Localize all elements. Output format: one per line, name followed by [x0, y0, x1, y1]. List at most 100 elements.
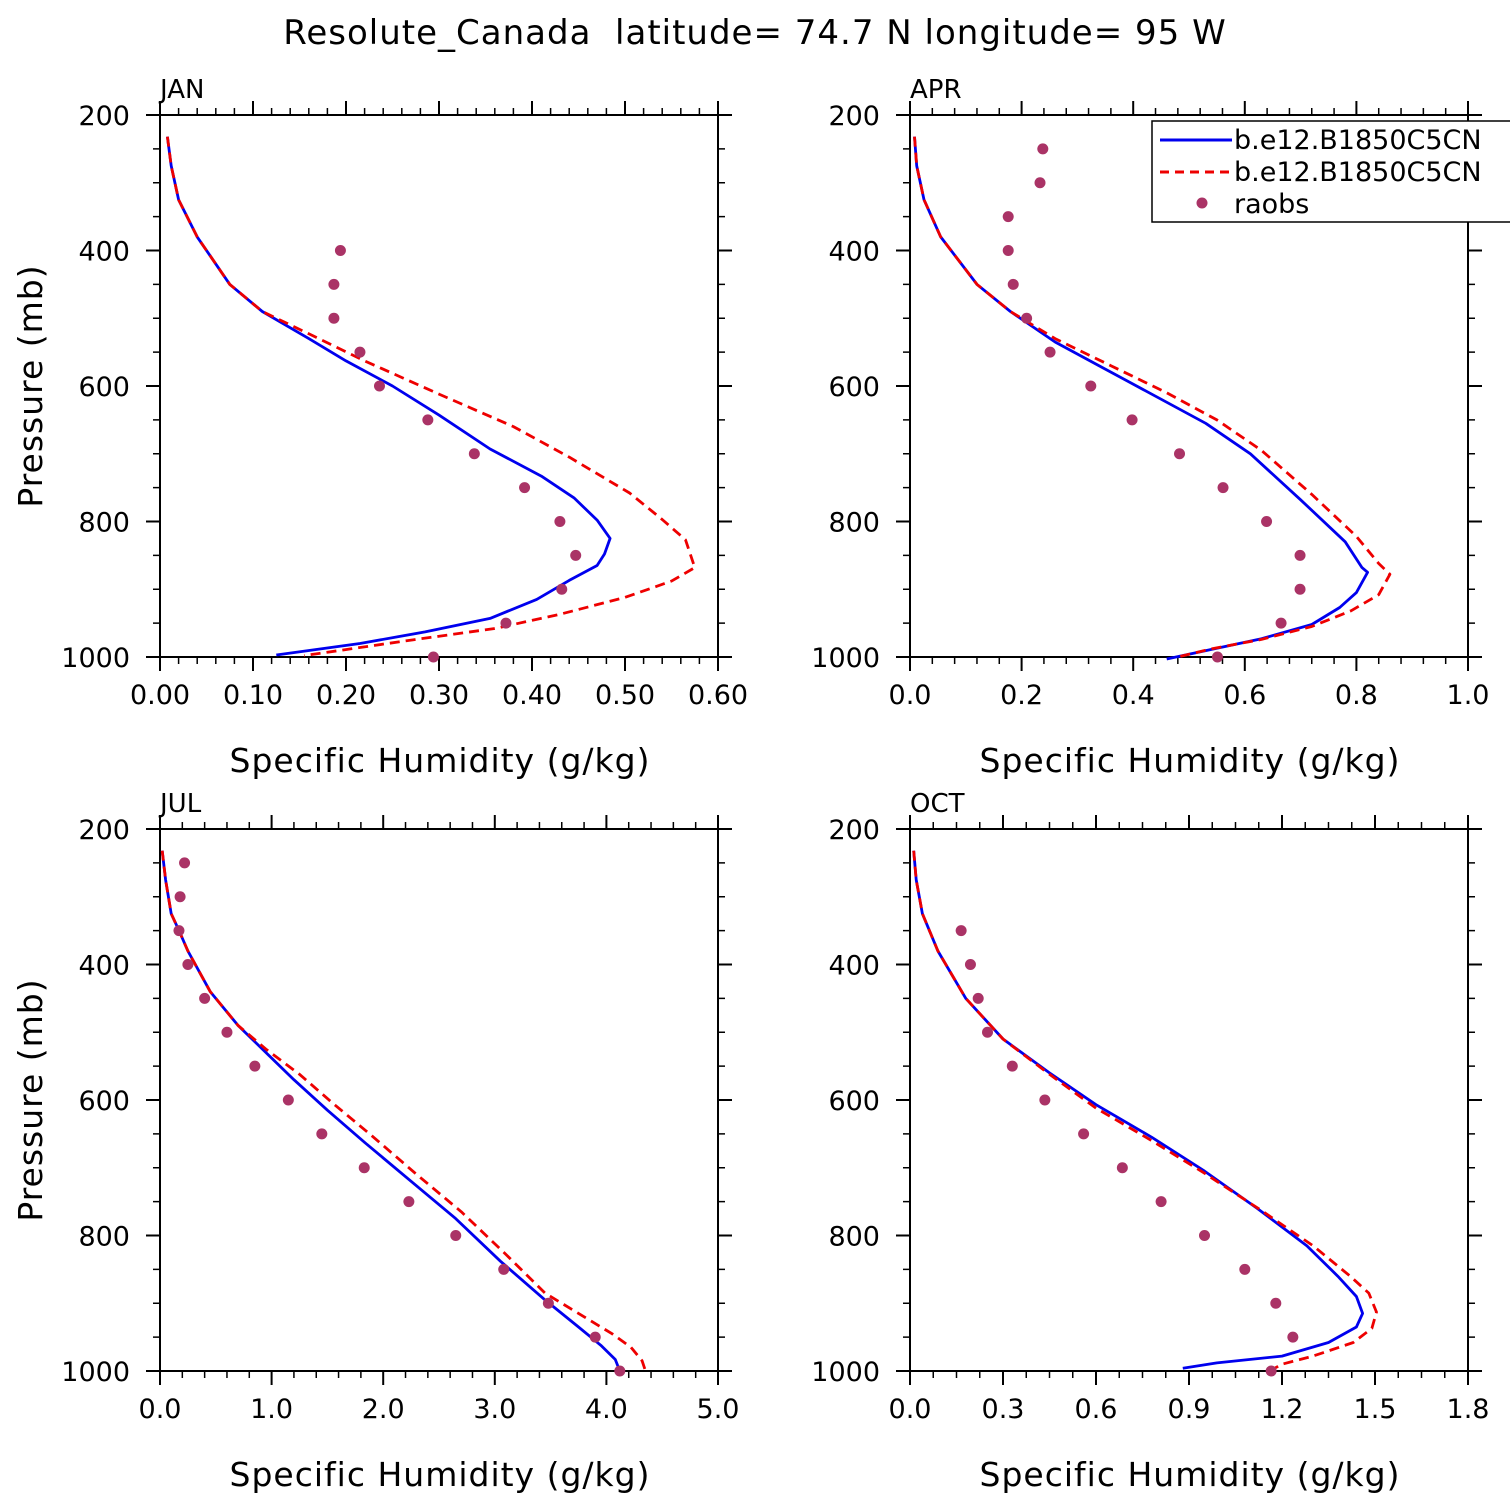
series-line-dashed — [913, 136, 1392, 659]
x-tick-label: 0.50 — [595, 680, 655, 711]
raobs-point — [199, 992, 211, 1004]
raobs-point — [1294, 549, 1306, 561]
x-tick-label: 1.2 — [1261, 1394, 1304, 1425]
plot-frame — [159, 114, 719, 658]
raobs-point — [1021, 312, 1033, 324]
x-tick-label: 0.3 — [982, 1394, 1025, 1425]
x-tick-label: 0.0 — [889, 1394, 932, 1425]
x-tick-label: 0.60 — [688, 680, 748, 711]
y-tick-label: 600 — [828, 372, 880, 403]
panel-apr: APR Specific Humidity (g/kg) 0.0 0.2 0.4 0.… — [811, 75, 1489, 780]
x-tick-label: 0.40 — [502, 680, 562, 711]
raobs-point — [358, 1162, 370, 1174]
y-tick-label: 200 — [828, 101, 880, 132]
x-axis-label: Specific Humidity (g/kg) — [230, 741, 651, 780]
y-tick-label: 1000 — [61, 643, 130, 674]
x-tick-label: 0.0 — [139, 1394, 182, 1425]
panel-label: OCT — [910, 789, 965, 819]
raobs-point — [249, 1060, 261, 1072]
y-tick-label: 400 — [78, 237, 130, 268]
raobs-point — [422, 414, 434, 426]
series-line-dashed — [160, 850, 647, 1372]
x-tick-label: 1.5 — [1354, 1394, 1397, 1425]
raobs-point — [1211, 651, 1223, 663]
raobs-point — [554, 516, 566, 527]
x-tick-label: 1.8 — [1447, 1394, 1490, 1425]
legend-swatch-dot — [1196, 197, 1208, 209]
raobs-point — [1039, 1094, 1051, 1106]
y-tick-label: 1000 — [811, 643, 880, 674]
series-line-dashed — [166, 136, 697, 657]
x-tick-label: 5.0 — [697, 1394, 740, 1425]
y-axis-label: Pressure (mb) — [11, 264, 50, 507]
panel-label: APR — [910, 75, 962, 105]
raobs-point — [982, 1026, 993, 1038]
raobs-point — [570, 549, 582, 561]
raobs-point — [500, 617, 512, 629]
raobs-point — [173, 925, 185, 937]
raobs-point — [556, 583, 568, 595]
plot-frame — [159, 828, 719, 1372]
panel-label: JUL — [158, 789, 202, 819]
raobs-point — [1006, 1060, 1018, 1072]
raobs-point — [1294, 583, 1306, 595]
raobs-point — [427, 651, 439, 663]
plot-frame — [909, 828, 1469, 1372]
raobs-point — [354, 346, 366, 358]
raobs-point — [1044, 346, 1056, 358]
raobs-point — [1239, 1263, 1251, 1275]
raobs-point — [1261, 516, 1273, 527]
y-tick-label: 1000 — [811, 1357, 880, 1388]
raobs-point — [1007, 278, 1019, 290]
y-tick-label: 800 — [78, 508, 130, 539]
series-line-solid — [160, 850, 622, 1372]
x-tick-label: 0.9 — [1168, 1394, 1211, 1425]
raobs-point — [1085, 380, 1097, 392]
y-tick-label: 200 — [78, 815, 130, 846]
raobs-point — [1034, 177, 1046, 189]
series-line-solid — [913, 136, 1369, 661]
y-tick-label: 600 — [828, 1086, 880, 1117]
raobs-point — [542, 1297, 554, 1309]
x-tick-label: 0.20 — [316, 680, 376, 711]
raobs-point — [403, 1196, 415, 1208]
series-line-solid — [166, 136, 612, 657]
x-tick-label: 4.0 — [585, 1394, 628, 1425]
raobs-point — [1275, 617, 1287, 629]
raobs-point — [1126, 414, 1138, 426]
x-tick-label: 1.0 — [250, 1394, 293, 1425]
raobs-point — [328, 278, 340, 290]
raobs-point — [1287, 1331, 1299, 1343]
raobs-point — [972, 992, 984, 1004]
panel-oct: OCT Specific Humidity (g/kg) 0.0 0.3 0.6 0.… — [811, 789, 1489, 1494]
panel-jul: JUL Specific Humidity (g/kg) Pressure (m… — [11, 789, 739, 1494]
y-tick-label: 400 — [78, 951, 130, 982]
raobs-point — [282, 1094, 294, 1106]
raobs-point — [964, 959, 976, 970]
raobs-point — [1270, 1297, 1282, 1309]
raobs-point — [1078, 1128, 1090, 1140]
figure-title: Resolute_Canada latitude= 74.7 N longitu… — [283, 13, 1226, 53]
x-axis-label: Specific Humidity (g/kg) — [980, 1455, 1401, 1494]
raobs-point — [328, 312, 340, 324]
raobs-point — [498, 1263, 510, 1275]
raobs-point — [1037, 143, 1049, 155]
x-tick-label: 1.0 — [1447, 680, 1490, 711]
x-tick-label: 0.2 — [1000, 680, 1043, 711]
raobs-point — [614, 1365, 626, 1377]
x-tick-label: 0.8 — [1335, 680, 1378, 711]
x-axis-label: Specific Humidity (g/kg) — [230, 1455, 651, 1494]
x-tick-label: 2.0 — [362, 1394, 405, 1425]
raobs-point — [334, 245, 346, 256]
raobs-point — [1155, 1196, 1167, 1208]
y-tick-label: 200 — [828, 815, 880, 846]
series-line-dashed — [912, 850, 1378, 1373]
x-tick-label: 0.0 — [889, 680, 932, 711]
raobs-point — [221, 1026, 233, 1038]
raobs-point — [174, 891, 186, 903]
raobs-point — [1116, 1162, 1128, 1174]
y-tick-label: 800 — [828, 1222, 880, 1253]
raobs-point — [519, 482, 531, 494]
legend-label-model1: b.e12.B1850C5CN — [1234, 125, 1482, 156]
